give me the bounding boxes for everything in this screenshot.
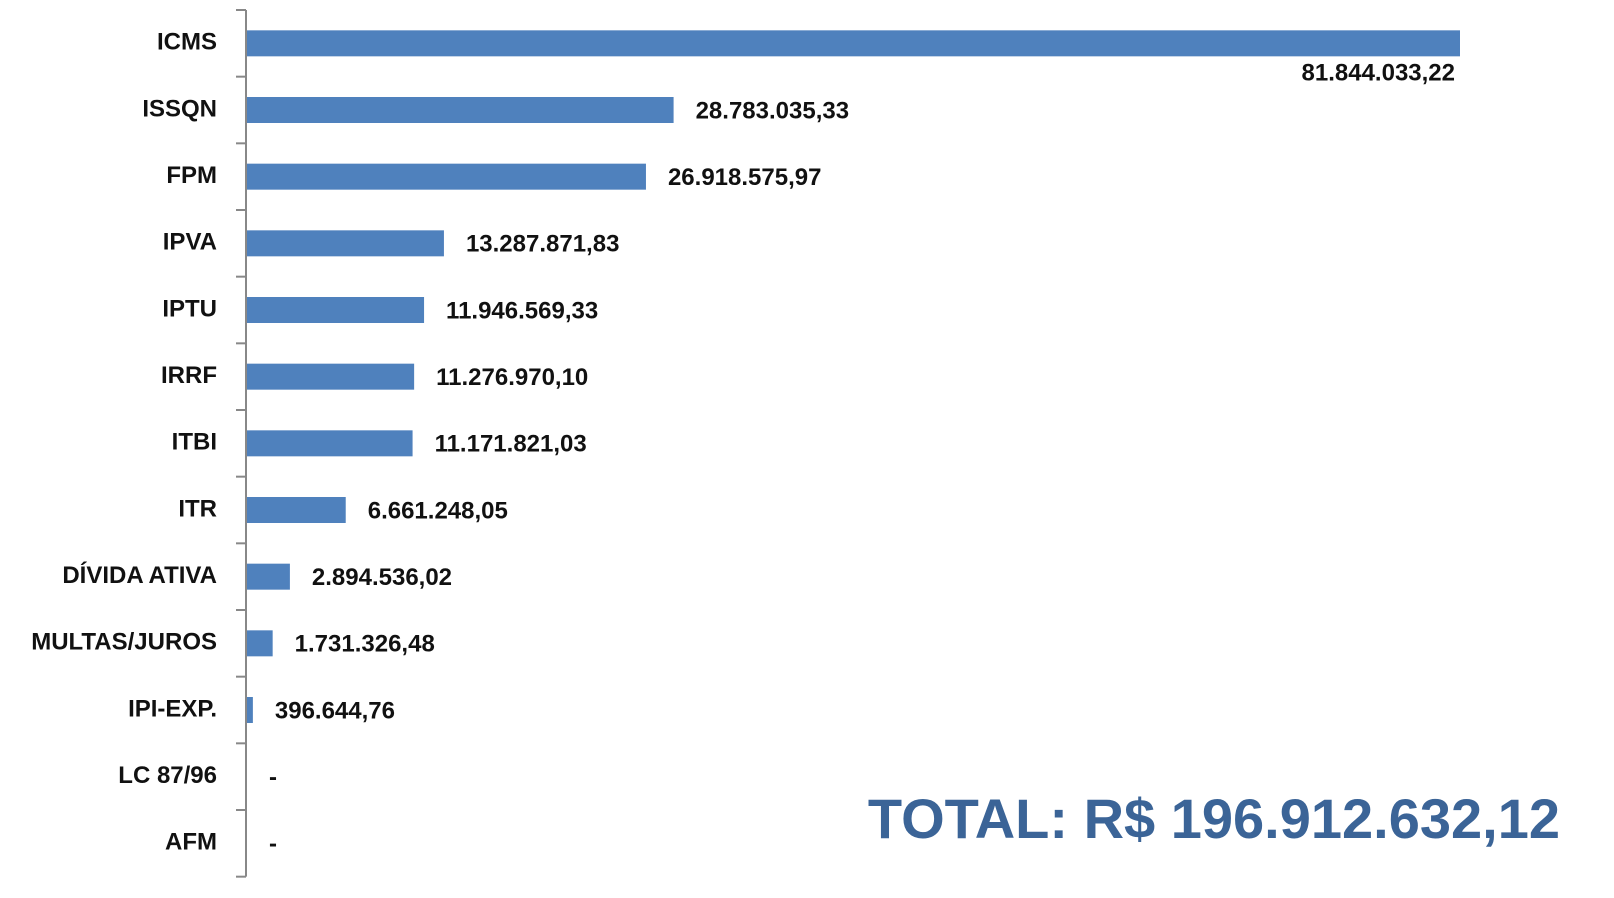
category-label: ITBI — [172, 429, 217, 456]
value-label: 11.276.970,10 — [436, 364, 588, 391]
bar — [247, 30, 1460, 57]
value-label: 11.171.821,03 — [435, 431, 587, 458]
category-label: DÍVIDA ATIVA — [62, 561, 217, 589]
bar — [247, 363, 415, 390]
value-label: 396.644,76 — [275, 697, 395, 724]
bar — [247, 163, 646, 190]
bar — [247, 630, 273, 657]
bar — [247, 297, 425, 323]
bar — [247, 697, 253, 723]
bar — [247, 497, 346, 523]
category-label: ICMS — [157, 29, 217, 56]
category-label: AFM — [165, 829, 217, 856]
bar — [247, 230, 444, 257]
category-label: FPM — [166, 162, 217, 189]
value-label: 28.783.035,33 — [696, 97, 849, 124]
bar — [247, 563, 290, 590]
category-label: IPI-EXP. — [128, 695, 217, 722]
category-label: IPTU — [162, 295, 217, 322]
value-label: 6.661.248,05 — [368, 497, 508, 524]
category-label: ITR — [178, 495, 217, 522]
value-label: 1.731.326,48 — [295, 631, 435, 658]
bar — [247, 97, 674, 123]
category-label: IRRF — [161, 362, 217, 389]
value-label: 81.844.033,22 — [1302, 60, 1455, 87]
category-label: ISSQN — [142, 95, 217, 122]
value-label: 13.287.871,83 — [466, 231, 619, 258]
value-label: - — [269, 764, 277, 791]
value-label: 26.918.575,97 — [668, 164, 821, 191]
bar — [247, 430, 413, 457]
category-label: LC 87/96 — [118, 762, 217, 789]
total-annotation: TOTAL: R$ 196.912.632,12 — [868, 787, 1560, 850]
value-label: - — [269, 831, 277, 858]
value-label: 11.946.569,33 — [446, 297, 598, 324]
category-label: MULTAS/JUROS — [31, 629, 217, 656]
value-label: 2.894.536,02 — [312, 564, 452, 591]
category-label: IPVA — [163, 229, 217, 256]
